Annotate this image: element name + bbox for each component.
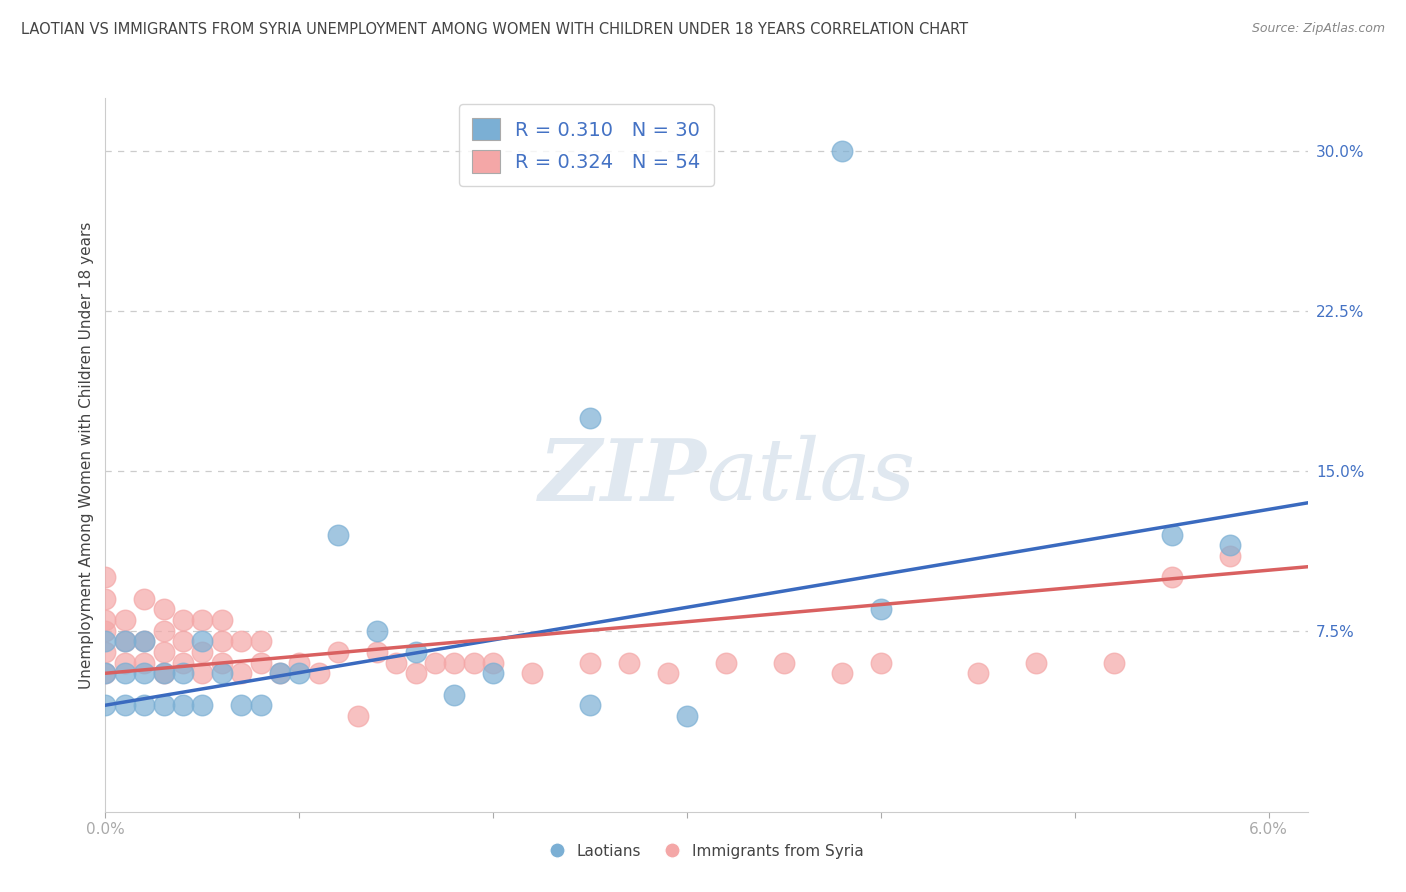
Point xyxy=(249,634,271,648)
Point xyxy=(172,698,194,713)
Point xyxy=(134,698,156,713)
Point xyxy=(231,698,253,713)
Point xyxy=(1025,656,1047,670)
Text: LAOTIAN VS IMMIGRANTS FROM SYRIA UNEMPLOYMENT AMONG WOMEN WITH CHILDREN UNDER 18: LAOTIAN VS IMMIGRANTS FROM SYRIA UNEMPLO… xyxy=(21,22,969,37)
Point xyxy=(366,624,388,638)
Legend: Laotians, Immigrants from Syria: Laotians, Immigrants from Syria xyxy=(543,838,870,864)
Point xyxy=(114,634,136,648)
Point xyxy=(152,624,174,638)
Point xyxy=(114,634,136,648)
Point xyxy=(211,613,233,627)
Point xyxy=(288,666,311,681)
Point xyxy=(152,666,174,681)
Point xyxy=(249,656,271,670)
Text: Source: ZipAtlas.com: Source: ZipAtlas.com xyxy=(1251,22,1385,36)
Point xyxy=(1102,656,1125,670)
Point xyxy=(172,656,194,670)
Point xyxy=(288,656,311,670)
Point xyxy=(308,666,330,681)
Point xyxy=(463,656,485,670)
Point xyxy=(831,145,853,159)
Point xyxy=(114,656,136,670)
Point xyxy=(1219,538,1241,552)
Point xyxy=(114,613,136,627)
Point xyxy=(385,656,408,670)
Point xyxy=(211,634,233,648)
Point xyxy=(579,656,602,670)
Point xyxy=(773,656,796,670)
Point xyxy=(94,645,117,659)
Point xyxy=(94,613,117,627)
Point xyxy=(1160,528,1182,542)
Point xyxy=(617,656,640,670)
Point xyxy=(231,634,253,648)
Point xyxy=(657,666,679,681)
Point xyxy=(191,645,214,659)
Point xyxy=(676,709,699,723)
Text: ZIP: ZIP xyxy=(538,434,707,518)
Point xyxy=(967,666,990,681)
Point xyxy=(269,666,291,681)
Point xyxy=(134,656,156,670)
Point xyxy=(870,602,893,616)
Point xyxy=(134,634,156,648)
Point xyxy=(114,666,136,681)
Point xyxy=(191,613,214,627)
Point xyxy=(231,666,253,681)
Point xyxy=(1219,549,1241,563)
Point xyxy=(269,666,291,681)
Point xyxy=(326,645,349,659)
Point xyxy=(191,698,214,713)
Point xyxy=(1160,570,1182,584)
Point xyxy=(870,656,893,670)
Point xyxy=(579,410,602,425)
Point xyxy=(579,698,602,713)
Point xyxy=(443,656,465,670)
Point xyxy=(152,602,174,616)
Point xyxy=(134,666,156,681)
Point xyxy=(520,666,543,681)
Y-axis label: Unemployment Among Women with Children Under 18 years: Unemployment Among Women with Children U… xyxy=(79,221,94,689)
Point xyxy=(405,666,427,681)
Point xyxy=(94,570,117,584)
Point xyxy=(152,666,174,681)
Point xyxy=(831,666,853,681)
Point xyxy=(714,656,737,670)
Point xyxy=(326,528,349,542)
Point xyxy=(152,698,174,713)
Point xyxy=(482,666,505,681)
Point xyxy=(423,656,446,670)
Point xyxy=(191,634,214,648)
Point xyxy=(94,634,117,648)
Point xyxy=(94,666,117,681)
Point xyxy=(172,634,194,648)
Point xyxy=(211,666,233,681)
Point xyxy=(94,624,117,638)
Point xyxy=(134,634,156,648)
Point xyxy=(211,656,233,670)
Point xyxy=(346,709,368,723)
Point xyxy=(94,666,117,681)
Point xyxy=(94,591,117,606)
Point xyxy=(443,688,465,702)
Point xyxy=(249,698,271,713)
Point xyxy=(405,645,427,659)
Point xyxy=(366,645,388,659)
Point xyxy=(482,656,505,670)
Point xyxy=(114,698,136,713)
Point xyxy=(94,698,117,713)
Point xyxy=(191,666,214,681)
Point xyxy=(134,591,156,606)
Point xyxy=(172,666,194,681)
Point xyxy=(152,645,174,659)
Point xyxy=(172,613,194,627)
Text: atlas: atlas xyxy=(707,435,915,517)
